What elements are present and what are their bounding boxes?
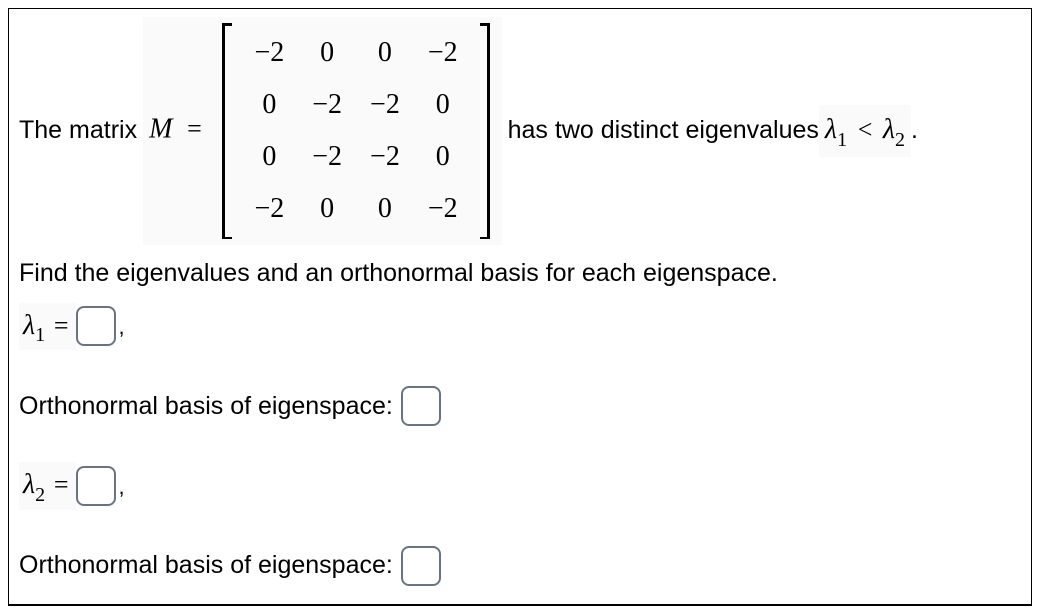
question-container: The matrix M = −2 0 0 −2 0 −2 −2 bbox=[8, 8, 1032, 606]
intro-prefix: The matrix bbox=[19, 112, 137, 150]
matrix-cell: −2 bbox=[414, 27, 472, 79]
matrix-cell: 0 bbox=[356, 27, 414, 79]
basis-label: Orthonormal basis of eigenspace: bbox=[19, 388, 393, 426]
lambda-symbol: λ bbox=[23, 310, 35, 341]
matrix-row: −2 0 0 −2 bbox=[240, 183, 471, 235]
matrix-cell: 0 bbox=[414, 79, 472, 131]
less-than-sign: < bbox=[858, 115, 879, 144]
lambda-symbol: λ bbox=[23, 469, 35, 500]
matrix-row: 0 −2 −2 0 bbox=[240, 79, 471, 131]
matrix-cell: 0 bbox=[298, 27, 356, 79]
matrix-symbol: M bbox=[149, 113, 172, 144]
basis1-input[interactable] bbox=[401, 386, 441, 426]
matrix-cell: −2 bbox=[414, 183, 472, 235]
comma: , bbox=[118, 310, 124, 343]
comma: , bbox=[118, 470, 124, 503]
subscript-2: 2 bbox=[895, 129, 905, 151]
matrix-cell: −2 bbox=[356, 131, 414, 183]
matrix-cell: 0 bbox=[356, 183, 414, 235]
matrix-cell: 0 bbox=[298, 183, 356, 235]
matrix: −2 0 0 −2 0 −2 −2 0 0 −2 −2 bbox=[222, 23, 489, 239]
intro-line: The matrix M = −2 0 0 −2 0 −2 −2 bbox=[19, 17, 1021, 245]
matrix-cell: −2 bbox=[240, 27, 298, 79]
equals-sign: = bbox=[54, 311, 69, 340]
matrix-row: 0 −2 −2 0 bbox=[240, 131, 471, 183]
matrix-cell: −2 bbox=[240, 183, 298, 235]
matrix-cell: −2 bbox=[356, 79, 414, 131]
equals-sign: = bbox=[187, 114, 202, 143]
matrix-cell: −2 bbox=[298, 79, 356, 131]
intro-suffix-part1: has two distinct eigenvalues bbox=[508, 112, 819, 150]
basis-label: Orthonormal basis of eigenspace: bbox=[19, 547, 393, 585]
basis1-line: Orthonormal basis of eigenspace: bbox=[19, 386, 1021, 426]
lambda1-input[interactable] bbox=[76, 306, 116, 346]
eigenvalue-inequality: λ1 < λ2 bbox=[819, 105, 911, 157]
matrix-body: −2 0 0 −2 0 −2 −2 0 0 −2 −2 bbox=[234, 23, 477, 239]
lambda1-label: λ1 = bbox=[19, 303, 76, 351]
lambda-symbol: λ bbox=[825, 114, 837, 145]
lambda2-input[interactable] bbox=[76, 466, 116, 506]
basis2-input[interactable] bbox=[401, 546, 441, 586]
matrix-cell: 0 bbox=[240, 79, 298, 131]
subscript-1: 1 bbox=[837, 129, 847, 151]
lambda-symbol: λ bbox=[883, 114, 895, 145]
matrix-cell: −2 bbox=[298, 131, 356, 183]
matrix-cell: 0 bbox=[414, 131, 472, 183]
lambda2-label: λ2 = bbox=[19, 462, 76, 510]
matrix-left-bracket bbox=[222, 23, 234, 239]
subscript-2: 2 bbox=[35, 484, 45, 506]
math-expression: M = −2 0 0 −2 0 −2 −2 0 bbox=[143, 17, 502, 245]
basis2-line: Orthonormal basis of eigenspace: bbox=[19, 546, 1021, 586]
question-prompt: Find the eigenvalues and an orthonormal … bbox=[19, 255, 1021, 293]
lambda2-line: λ2 = , bbox=[19, 462, 1021, 510]
equals-sign: = bbox=[54, 470, 69, 499]
period: . bbox=[911, 112, 918, 150]
matrix-right-bracket bbox=[478, 23, 490, 239]
subscript-1: 1 bbox=[35, 324, 45, 346]
lambda1-line: λ1 = , bbox=[19, 303, 1021, 351]
matrix-cell: 0 bbox=[240, 131, 298, 183]
matrix-row: −2 0 0 −2 bbox=[240, 27, 471, 79]
